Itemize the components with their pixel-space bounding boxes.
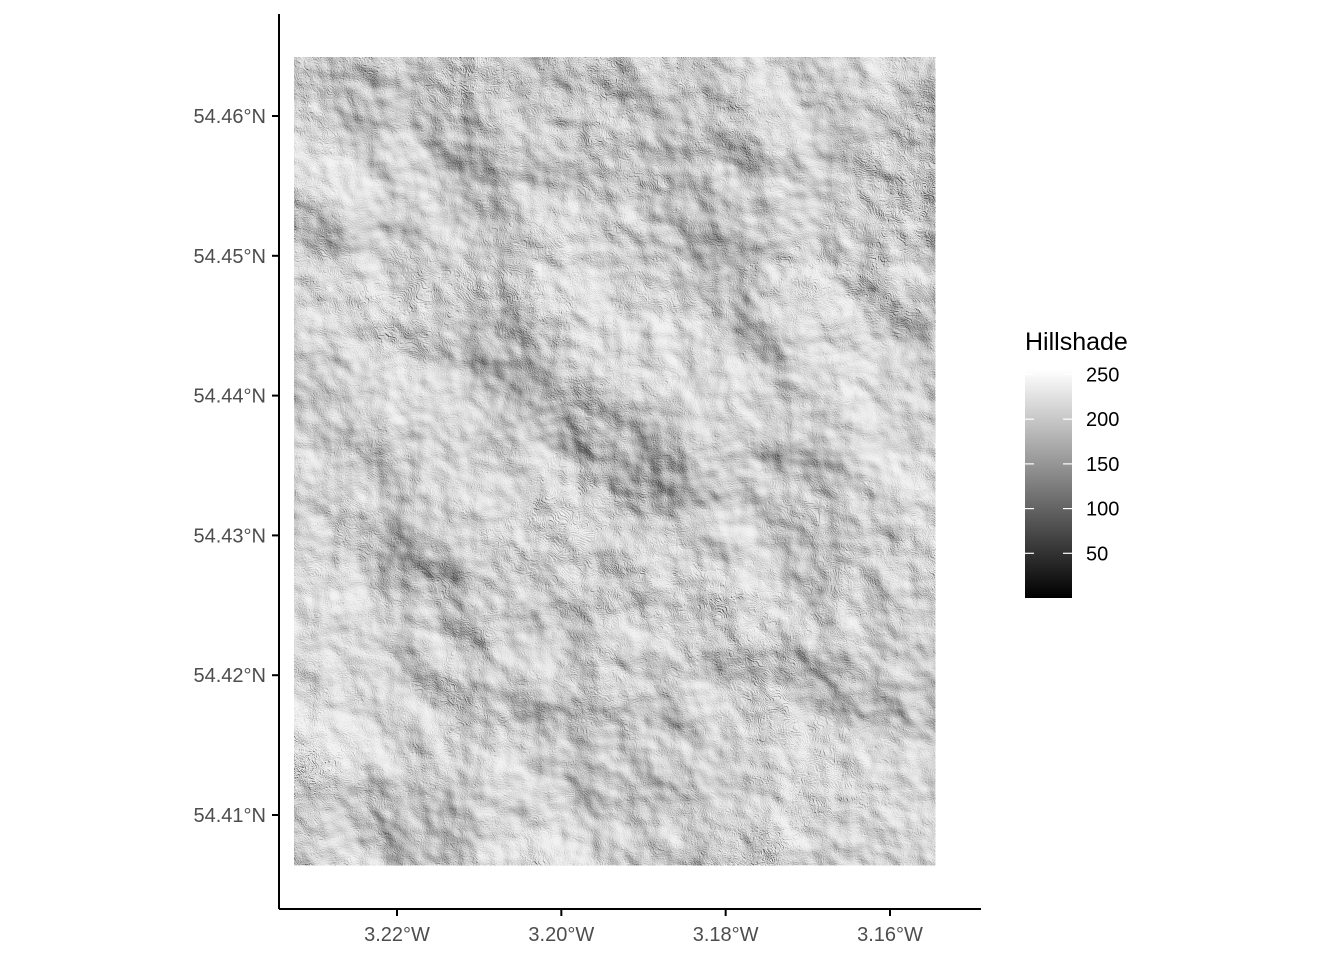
y-axis-ticks: 54.46°N 54.45°N 54.44°N 54.43°N 54.42°N 54.41… bbox=[194, 106, 279, 827]
x-tick-label: 3.22°W bbox=[364, 924, 430, 946]
legend-label: 50 bbox=[1086, 543, 1108, 565]
y-tick-label: 54.42°N bbox=[194, 665, 267, 687]
legend-colorbar bbox=[1025, 370, 1072, 598]
x-tick-label: 3.20°W bbox=[528, 924, 594, 946]
y-tick-label: 54.41°N bbox=[194, 805, 267, 827]
legend-label: 100 bbox=[1086, 499, 1119, 521]
legend-ticks: 250 200 150 100 50 bbox=[1025, 364, 1119, 565]
y-tick-label: 54.44°N bbox=[194, 386, 267, 408]
legend-label: 250 bbox=[1086, 364, 1119, 386]
x-axis-ticks: 3.22°W 3.20°W 3.18°W 3.16°W bbox=[364, 909, 923, 946]
x-tick-label: 3.16°W bbox=[857, 924, 923, 946]
x-tick-label: 3.18°W bbox=[693, 924, 759, 946]
hillshade-raster bbox=[294, 57, 936, 866]
legend-label: 150 bbox=[1086, 454, 1119, 476]
legend: Hillshade 250 200 150 100 50 bbox=[1025, 328, 1128, 598]
y-tick-label: 54.43°N bbox=[194, 525, 267, 547]
legend-title: Hillshade bbox=[1025, 328, 1128, 356]
y-tick-label: 54.46°N bbox=[194, 106, 267, 128]
legend-label: 200 bbox=[1086, 409, 1119, 431]
y-tick-label: 54.45°N bbox=[194, 246, 267, 268]
